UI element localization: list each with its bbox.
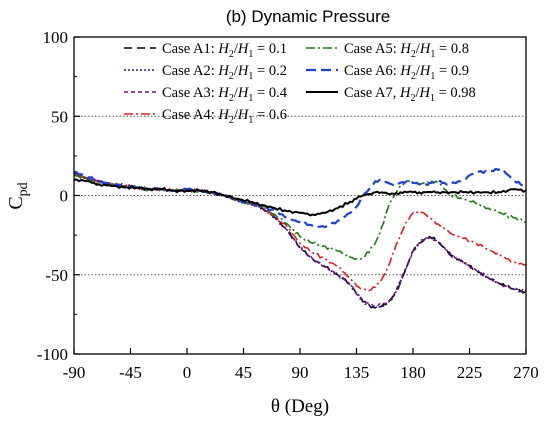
legend-label: Case A7, H2/H1 = 0.98 bbox=[344, 85, 476, 104]
legend-label: Case A3: H2/H1 = 0.4 bbox=[162, 85, 288, 104]
legend-label: Case A6: H2/H1 = 0.9 bbox=[344, 63, 469, 82]
legend-label: Case A1: H2/H1 = 0.1 bbox=[162, 41, 287, 60]
series-line bbox=[73, 173, 527, 292]
x-tick-label: 225 bbox=[457, 363, 483, 382]
series-line bbox=[73, 167, 527, 229]
reference-lines bbox=[74, 115, 526, 276]
y-tick-label: -100 bbox=[37, 345, 68, 364]
x-axis-label: θ (Deg) bbox=[271, 396, 329, 417]
y-tick-label: 100 bbox=[43, 28, 69, 47]
chart-title: (b) Dynamic Pressure bbox=[226, 7, 390, 26]
x-tick-label: -90 bbox=[63, 363, 86, 382]
x-tick-label: 45 bbox=[235, 363, 252, 382]
x-tick-label: 0 bbox=[183, 363, 192, 382]
legend-label: Case A2: H2/H1 = 0.2 bbox=[162, 63, 287, 82]
y-tick-label: -50 bbox=[45, 266, 68, 285]
legend-label: Case A5: H2/H1 = 0.8 bbox=[344, 41, 469, 60]
legend-label: Case A4: H2/H1 = 0.6 bbox=[162, 107, 287, 126]
y-axis-label-main: C bbox=[5, 196, 27, 209]
y-axis: -100 -50 0 50 100 bbox=[37, 28, 80, 364]
x-axis: -90 -45 0 45 90 135 180 225 270 bbox=[63, 348, 539, 382]
y-axis-label: Cpd bbox=[5, 182, 31, 209]
x-tick-label: 135 bbox=[344, 363, 370, 382]
legend: Case A1: H2/H1 = 0.1 Case A2: H2/H1 = 0.2… bbox=[124, 41, 476, 126]
x-tick-label: 90 bbox=[292, 363, 309, 382]
x-tick-label: -45 bbox=[119, 363, 142, 382]
x-tick-label: 180 bbox=[400, 363, 426, 382]
y-tick-label: 0 bbox=[60, 187, 69, 206]
y-tick-label: 50 bbox=[51, 107, 68, 126]
x-tick-label: 270 bbox=[513, 363, 539, 382]
series-layer bbox=[73, 167, 527, 309]
series-line bbox=[73, 178, 527, 217]
y-axis-label-sub: pd bbox=[16, 182, 31, 196]
